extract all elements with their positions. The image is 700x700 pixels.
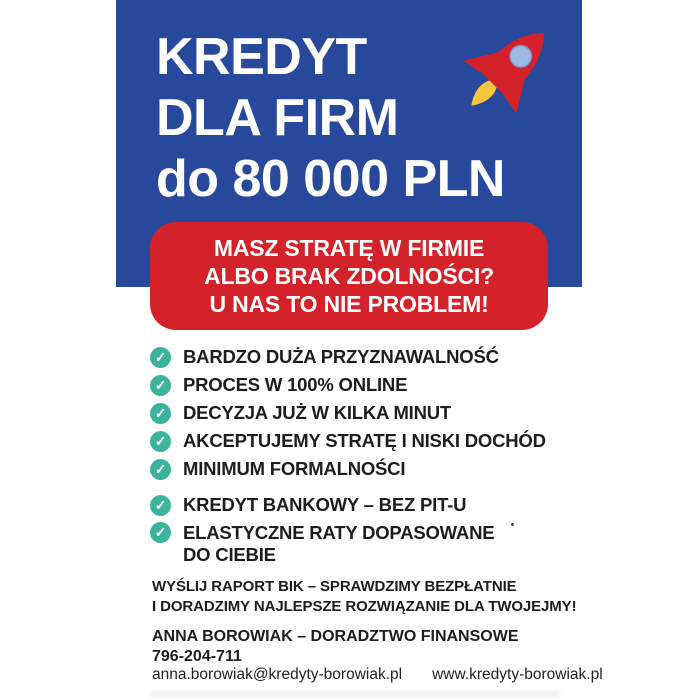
list-item-label: BARDZO DUŻA PRZYZNAWALNOŚĆ <box>183 346 499 367</box>
email-address: anna.borowiak@kredyty-borowiak.pl <box>152 666 403 683</box>
list-item-label-line1: ELASTYCZNE RATY DOPASOWANE <box>183 522 495 543</box>
list-item: ✓ MINIMUM FORMALNOŚCI <box>150 455 580 483</box>
bik-note: WYŚLIJ RAPORT BIK – SPRAWDZIMY BEZPŁATNI… <box>152 577 577 617</box>
offer-banner: MASZ STRATĘ W FIRMIE ALBO BRAK ZDOLNOŚCI… <box>150 222 548 330</box>
rocket-icon <box>463 33 544 114</box>
list-item-label: KREDYT BANKOWY – BEZ PIT-U <box>183 494 467 515</box>
list-item: ✓ KREDYT BANKOWY – BEZ PIT-U <box>150 491 580 519</box>
bik-note-line2: I DORADZIMY NAJLEPSZE ROZWIĄZANIE DLA TW… <box>152 598 577 615</box>
check-icon: ✓ <box>150 458 171 480</box>
list-item-label: MINIMUM FORMALNOŚCI <box>183 458 406 479</box>
list-item: ✓ ELASTYCZNE RATY DOPASOWANE DO CIEBIE <box>150 519 580 566</box>
benefits-checklist: ✓ BARDZO DUŻA PRZYZNAWALNOŚĆ ✓ PROCES W … <box>150 343 580 566</box>
list-item-label-line2: DO CIEBIE <box>183 544 276 565</box>
check-icon: ✓ <box>150 494 171 516</box>
print-speck <box>511 523 514 526</box>
contact-row: anna.borowiak@kredyty-borowiak.pl www.kr… <box>152 666 603 684</box>
phone-number: 796-204-711 <box>152 648 242 665</box>
check-icon: ✓ <box>150 374 171 396</box>
check-icon: ✓ <box>150 346 171 368</box>
list-item-label: AKCEPTUJEMY STRATĘ I NISKI DOCHÓD <box>183 430 546 451</box>
offer-banner-line2: ALBO BRAK ZDOLNOŚCI? <box>204 263 494 289</box>
list-item-label: DECYZJA JUŻ W KILKA MINUT <box>183 402 452 423</box>
hero-title-line3: do 80 000 PLN <box>156 150 505 208</box>
list-item: ✓ PROCES W 100% ONLINE <box>150 371 580 399</box>
offer-banner-line3: U NAS TO NIE PROBLEM! <box>209 291 489 317</box>
list-item: ✓ BARDZO DUŻA PRZYZNAWALNOŚĆ <box>150 343 580 371</box>
print-smudge <box>150 691 560 697</box>
hero-title-line1: KREDYT <box>156 28 367 86</box>
offer-banner-line1: MASZ STRATĘ W FIRMIE <box>213 235 485 261</box>
list-item: ✓ AKCEPTUJEMY STRATĘ I NISKI DOCHÓD <box>150 427 580 455</box>
list-item-label: ELASTYCZNE RATY DOPASOWANE DO CIEBIE <box>183 519 495 566</box>
check-icon: ✓ <box>150 402 171 424</box>
list-item: ✓ DECYZJA JUŻ W KILKA MINUT <box>150 399 580 427</box>
advisor-name: ANNA BOROWIAK – DORADZTWO FINANSOWE <box>152 628 519 645</box>
bik-note-line1: WYŚLIJ RAPORT BIK – SPRAWDZIMY BEZPŁATNI… <box>152 578 517 595</box>
hero-title: KREDYT DLA FIRM do 80 000 PLN <box>156 27 505 210</box>
check-icon: ✓ <box>150 522 171 543</box>
hero-title-line2: DLA FIRM <box>156 89 399 147</box>
website-url: www.kredyty-borowiak.pl <box>432 666 603 683</box>
list-item-label: PROCES W 100% ONLINE <box>183 374 408 395</box>
check-icon: ✓ <box>150 430 171 452</box>
